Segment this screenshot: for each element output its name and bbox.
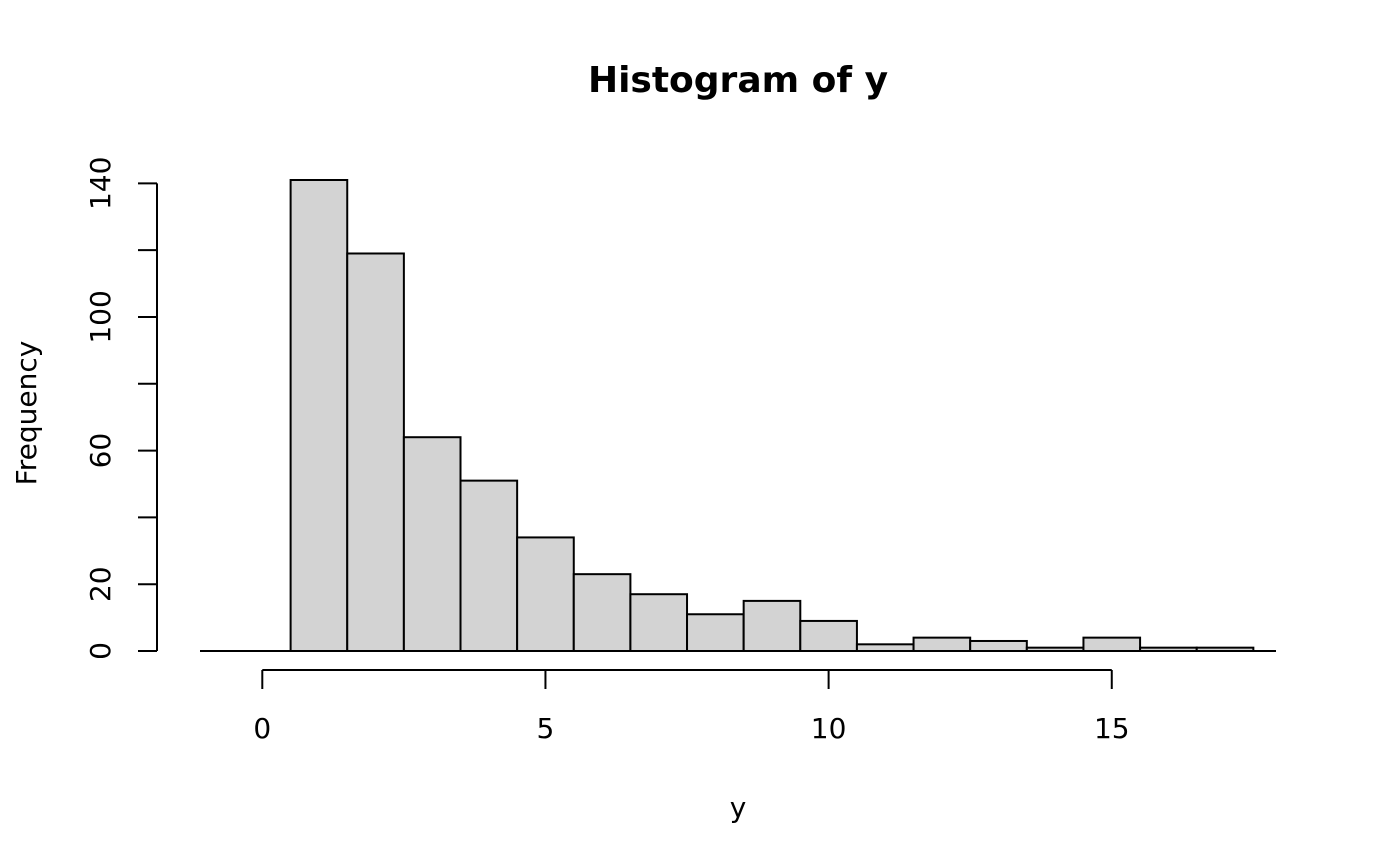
histogram-bar-9 — [742, 599, 802, 652]
y-tick-label: 20 — [84, 566, 117, 602]
y-axis: 0 20 60 100 140 — [84, 157, 158, 660]
histogram-bar-13 — [969, 639, 1028, 652]
bars-group — [200, 179, 1276, 653]
y-tick-label: 0 — [84, 642, 117, 660]
histogram-bar-8 — [686, 613, 745, 652]
histogram-bar-17 — [1195, 646, 1255, 652]
histogram-bar-11 — [855, 643, 915, 653]
x-tick-label: 10 — [811, 712, 847, 745]
histogram-bar-15 — [1082, 636, 1142, 653]
x-axis-label: y — [730, 791, 747, 824]
histogram-bar-12 — [912, 636, 972, 653]
x-tick-label: 5 — [537, 712, 555, 745]
histogram-bar-3 — [402, 436, 462, 652]
y-tick-label: 140 — [84, 157, 117, 210]
histogram-bar-7 — [629, 593, 689, 653]
histogram-bar-2 — [346, 252, 405, 653]
x-tick-label: 0 — [253, 712, 271, 745]
histogram-bar-1 — [289, 179, 349, 652]
histogram-bar-6 — [572, 573, 632, 653]
histogram-bar-14 — [1025, 646, 1085, 652]
x-tick-label: 15 — [1094, 712, 1130, 745]
histogram-bar-16 — [1139, 646, 1198, 652]
chart-title: Histogram of y — [588, 60, 888, 101]
y-axis-label: Frequency — [10, 341, 43, 486]
y-tick-label: 60 — [84, 433, 117, 469]
histogram-bar-4 — [459, 479, 519, 653]
x-axis: 0 5 10 15 — [253, 669, 1130, 745]
y-tick-label: 100 — [84, 290, 117, 343]
histogram-bar-10 — [799, 619, 858, 652]
histogram-bar-5 — [516, 536, 575, 653]
